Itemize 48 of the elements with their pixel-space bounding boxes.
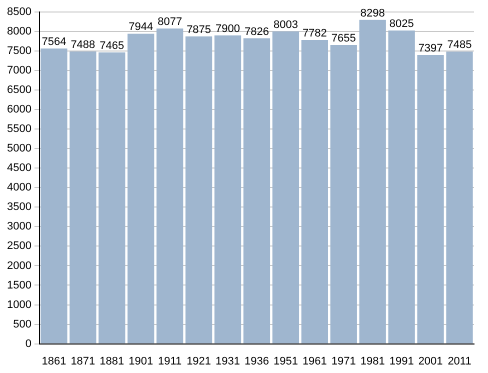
y-tick-label: 1500 — [6, 279, 32, 292]
y-tick-label: 3000 — [6, 220, 32, 233]
y-tick-label: 7500 — [6, 45, 32, 58]
data-label: 7485 — [447, 39, 472, 52]
y-tick-label: 2500 — [6, 240, 32, 252]
y-tick-label: 6000 — [6, 104, 32, 116]
data-label: 7826 — [244, 26, 269, 38]
data-label: 7655 — [331, 32, 356, 45]
y-tick-label: 2000 — [6, 260, 32, 272]
x-tick-label: 1971 — [331, 355, 356, 368]
data-label: 7782 — [302, 28, 327, 40]
data-label: 7564 — [42, 36, 66, 48]
y-tick-label: 5500 — [6, 123, 32, 136]
data-label: 8003 — [273, 18, 298, 31]
y-tick-label: 4000 — [6, 182, 32, 194]
y-tick-label: 0 — [25, 338, 32, 350]
data-label: 7944 — [128, 21, 154, 34]
y-tick-label: 6500 — [6, 84, 32, 96]
y-tick-label: 500 — [13, 318, 32, 330]
data-label: 7900 — [216, 22, 240, 35]
x-tick-label: 1911 — [158, 355, 182, 368]
x-tick-label: 1871 — [70, 355, 96, 368]
x-tick-label: 1961 — [302, 355, 327, 368]
data-label: 7397 — [418, 42, 443, 55]
x-tick-label: 1921 — [186, 355, 212, 368]
y-tick-label: 7000 — [6, 64, 32, 77]
x-tick-label: 1881 — [100, 355, 124, 368]
y-tick-label: 4500 — [6, 162, 32, 174]
x-tick-label: 2011 — [448, 355, 472, 368]
x-tick-label: 1951 — [273, 355, 298, 368]
data-label: 7465 — [100, 40, 124, 52]
y-tick-label: 1000 — [6, 298, 32, 311]
y-tick-label: 3500 — [6, 201, 32, 214]
x-tick-label: 1861 — [42, 355, 66, 368]
data-label: 8298 — [360, 7, 385, 20]
y-tick-label: 8000 — [6, 26, 32, 38]
y-tick-label: 5000 — [6, 142, 32, 155]
x-tick-label: 1981 — [360, 355, 385, 368]
x-tick-label: 1991 — [389, 355, 414, 368]
data-label: 7875 — [186, 24, 212, 36]
y-tick-label: 8500 — [6, 6, 32, 18]
data-label: 7488 — [70, 39, 96, 52]
x-tick-label: 1901 — [128, 355, 154, 368]
data-label: 8077 — [158, 16, 182, 28]
data-label: 8025 — [389, 18, 414, 30]
x-tick-label: 1936 — [244, 355, 269, 368]
x-tick-label: 1931 — [216, 355, 240, 368]
x-tick-label: 2001 — [418, 355, 443, 368]
